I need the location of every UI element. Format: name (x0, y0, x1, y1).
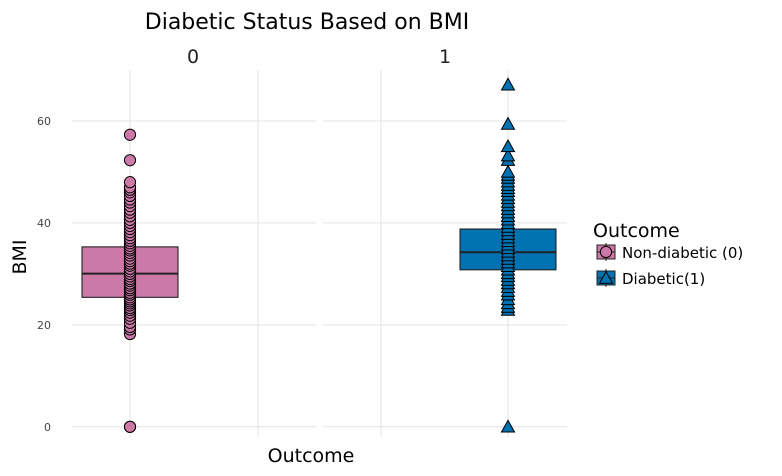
data-point-0-58 (123, 128, 137, 141)
legend-key-1 (596, 269, 616, 287)
facet-label-0: 0 (187, 46, 199, 68)
data-point-1-0 (500, 419, 516, 433)
panel-0 (72, 70, 316, 437)
legend: Outcome Non-diabetic (0) Diabetic(1) (593, 220, 743, 288)
data-point-1-40 (500, 164, 516, 178)
data-point-0-56 (123, 176, 137, 189)
x-axis-title: Outcome (268, 445, 355, 467)
data-point-0-1 (123, 420, 137, 433)
plot-area: 0 20 40 60 (37, 70, 567, 437)
panel-1 (323, 70, 567, 437)
legend-label-non-diabetic: Non-diabetic (0) (622, 244, 743, 262)
y-tick-label-0: 0 (44, 421, 51, 434)
data-point-1-45 (500, 77, 516, 91)
facet-label-1: 1 (439, 46, 451, 68)
y-tick-label-60: 60 (37, 115, 51, 128)
y-tick-label-20: 20 (37, 319, 51, 332)
chart-title: Diabetic Status Based on BMI (145, 10, 469, 35)
y-tick-label-40: 40 (37, 217, 51, 230)
data-point-1-42 (500, 148, 516, 162)
legend-key-marker-0 (599, 245, 613, 259)
data-point-1-43 (500, 138, 516, 153)
legend-label-diabetic: Diabetic(1) (622, 270, 705, 288)
data-point-0-57 (123, 154, 137, 167)
legend-title: Outcome (593, 220, 680, 242)
legend-key-0 (596, 243, 616, 261)
legend-key-marker-1 (598, 270, 614, 284)
y-axis-title: BMI (9, 239, 31, 274)
data-point-1-44 (500, 116, 516, 130)
